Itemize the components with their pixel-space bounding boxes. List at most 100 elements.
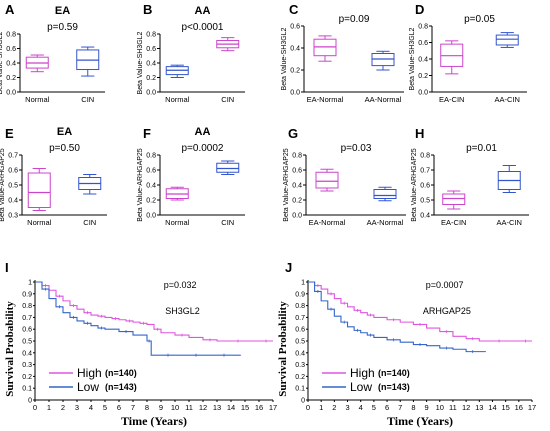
panel-letter: I [5, 260, 9, 275]
panel-letter: H [415, 126, 424, 141]
x-category-label: AA-CIN [497, 218, 522, 227]
y-tick-label: 0.4 [8, 198, 18, 205]
box-ea-normal [315, 168, 339, 192]
box-aa-cin [495, 32, 519, 48]
p-value: p=0.59 [47, 22, 78, 33]
box-ea-cin [440, 40, 464, 75]
x-tick-label: 12 [199, 403, 207, 412]
x-tick-label: 8 [145, 403, 149, 412]
y-tick-label: 0.4 [290, 46, 300, 53]
box-cin [216, 160, 240, 175]
y-tick-label: 0.8 [420, 153, 430, 160]
y-tick-label: 0.9 [22, 291, 32, 298]
x-tick-label: 14 [227, 403, 235, 412]
x-tick-label: 6 [117, 403, 121, 412]
y-tick-label: 0.7 [8, 153, 18, 160]
x-category-label: EA-Normal [307, 95, 344, 104]
y-tick-label: 0.2 [292, 198, 302, 205]
gene-label: SH3GL2 [165, 306, 200, 316]
y-tick-label: 0.5 [22, 339, 32, 346]
x-tick-label: 7 [131, 403, 135, 412]
survival-curve [35, 281, 241, 356]
y-axis-label: Beta Value-ARHGAP25 [411, 148, 418, 222]
y-axis-label: Beta Value-SH3GL2 [409, 27, 416, 90]
x-category-label: CIN [83, 218, 96, 227]
x-tick-label: 9 [425, 403, 429, 412]
y-tick-label: 0.0 [290, 90, 300, 97]
y-tick-label: 0.6 [420, 183, 430, 190]
p-value: p<0.0001 [182, 22, 224, 33]
x-tick-label: 17 [528, 403, 536, 412]
y-tick-label: 0.5 [295, 339, 305, 346]
y-tick-label: 0.8 [292, 153, 302, 160]
y-axis-label: Beta Value-ARHGAP25 [0, 148, 6, 222]
panel-letter: J [285, 260, 292, 275]
y-tick-label: 0.0 [292, 213, 302, 220]
x-tick-label: 4 [359, 403, 363, 412]
x-tick-label: 12 [462, 403, 470, 412]
y-tick-label: 0 [28, 398, 32, 405]
legend-label: Low [350, 380, 372, 394]
x-axis-label: Time (Years) [121, 414, 187, 428]
x-tick-label: 15 [241, 403, 249, 412]
box-iqr [315, 171, 339, 189]
p-value: p=0.09 [339, 14, 370, 25]
box-iqr [27, 172, 51, 208]
y-tick-label: 0.8 [295, 303, 305, 310]
x-category-label: AA-Normal [367, 218, 404, 227]
legend-count: (n=140) [105, 368, 137, 378]
y-tick-label: 0.4 [292, 183, 302, 190]
x-tick-label: 17 [269, 403, 277, 412]
box-iqr [373, 189, 397, 199]
panel-i-survival: I00.10.20.30.40.50.60.70.80.910 1 2 3 4 5 6 7 8 9… [4, 260, 277, 428]
y-tick-label: 0 [301, 398, 305, 405]
y-tick-label: 0.7 [420, 168, 430, 175]
x-tick-label: 8 [411, 403, 415, 412]
y-tick-label: 0.1 [295, 386, 305, 393]
y-tick-label: 0.6 [295, 327, 305, 334]
x-category-label: Normal [165, 95, 190, 104]
p-value: p=0.50 [49, 143, 80, 154]
box-normal [165, 64, 189, 78]
y-tick-label: 0.5 [420, 198, 430, 205]
x-tick-label: 2 [61, 403, 65, 412]
panel-letter: F [143, 126, 151, 141]
survival-curve [308, 281, 486, 353]
y-tick-label: 0.0 [146, 90, 156, 97]
y-tick-label: 0.2 [146, 75, 156, 82]
y-tick-label: 0.6 [290, 24, 300, 31]
series-low [308, 281, 486, 354]
survival-curve [35, 281, 273, 342]
y-tick-label: 0.1 [22, 386, 32, 393]
x-category-label: CIN [221, 95, 234, 104]
y-tick-label: 0.3 [295, 362, 305, 369]
x-tick-label: 10 [436, 403, 444, 412]
box-ea-normal [313, 35, 337, 62]
panel-letter: G [288, 126, 298, 141]
box-normal [25, 54, 49, 73]
y-axis-label: Beta Value-SH3GL2 [137, 31, 144, 94]
y-tick-label: 0.3 [8, 213, 18, 220]
gene-label: ARHGAP25 [423, 306, 471, 316]
y-tick-label: 0.2 [418, 73, 428, 80]
y-tick-label: 1 [28, 280, 32, 287]
x-category-label: AA-CIN [495, 95, 520, 104]
legend-count: (n=143) [105, 382, 137, 392]
y-tick-label: 1 [301, 280, 305, 287]
y-tick-label: 0.6 [292, 168, 302, 175]
x-tick-label: 16 [255, 403, 263, 412]
box-aa-normal [371, 50, 395, 71]
x-tick-label: 6 [385, 403, 389, 412]
x-category-label: EA-CIN [439, 95, 464, 104]
panel-letter: D [415, 2, 424, 17]
y-tick-label: 0.8 [418, 24, 428, 31]
y-tick-label: 0.7 [295, 315, 305, 322]
y-tick-label: 0.2 [22, 374, 32, 381]
x-tick-label: 14 [488, 403, 496, 412]
